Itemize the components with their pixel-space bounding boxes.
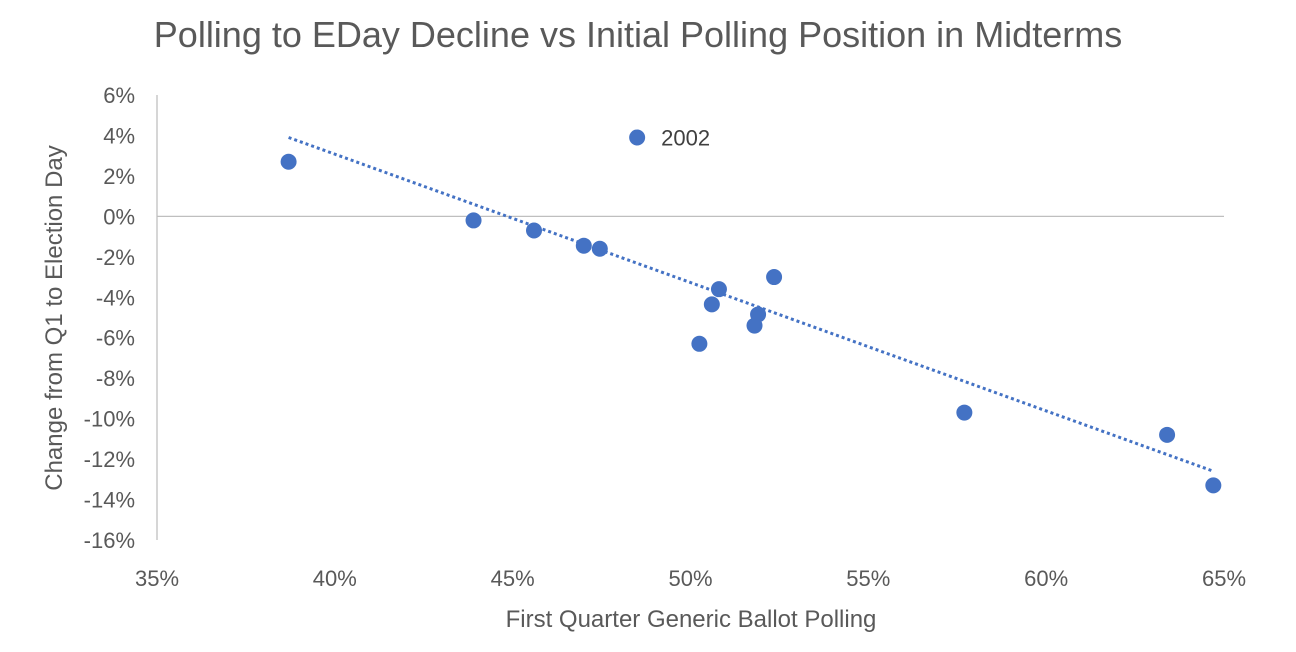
data-point	[710, 281, 727, 298]
trendline-group	[288, 136, 1214, 473]
x-tick-label: 40%	[313, 566, 357, 591]
y-tick-label: 4%	[103, 123, 135, 148]
data-point	[526, 222, 543, 239]
data-point	[465, 212, 482, 229]
x-tick-label: 55%	[846, 566, 890, 591]
x-axis-title: First Quarter Generic Ballot Polling	[506, 606, 877, 633]
data-point	[766, 269, 783, 286]
data-point	[629, 129, 646, 146]
y-tick-label: -10%	[84, 407, 135, 432]
y-tick-label: -2%	[96, 245, 135, 270]
x-tick-label: 65%	[1202, 566, 1246, 591]
y-tick-label: -14%	[84, 488, 135, 513]
y-tick-label: -16%	[84, 528, 135, 553]
x-tick-label: 50%	[668, 566, 712, 591]
data-point	[575, 237, 592, 254]
y-axis-title: Change from Q1 to Election Day	[41, 145, 68, 491]
data-point	[591, 240, 608, 257]
trendline	[288, 136, 1214, 473]
y-tick-label: -6%	[96, 326, 135, 351]
points-group	[280, 129, 1222, 494]
y-tick-label: -8%	[96, 366, 135, 391]
y-tick-label: 0%	[103, 204, 135, 229]
data-point	[703, 296, 720, 313]
y-tick-label: 2%	[103, 164, 135, 189]
data-label: 2002	[661, 125, 710, 150]
data-point	[1159, 426, 1176, 443]
labels-group: 2002	[661, 125, 710, 150]
data-point	[691, 335, 708, 352]
y-tick-label: -12%	[84, 447, 135, 472]
chart-title: Polling to EDay Decline vs Initial Polli…	[153, 14, 1123, 55]
data-point	[956, 404, 973, 421]
data-point	[280, 153, 297, 170]
y-tick-label: 6%	[103, 83, 135, 108]
x-tick-label: 35%	[135, 566, 179, 591]
y-tick-label: -4%	[96, 285, 135, 310]
data-point	[1205, 477, 1222, 494]
data-point	[750, 306, 767, 323]
x-tick-label: 45%	[491, 566, 535, 591]
x-tick-label: 60%	[1024, 566, 1068, 591]
axes: 6% 4% 2% 0% -2% -4% -6% -8% -10% -12% -14% -16%35% 4…	[84, 83, 1246, 591]
